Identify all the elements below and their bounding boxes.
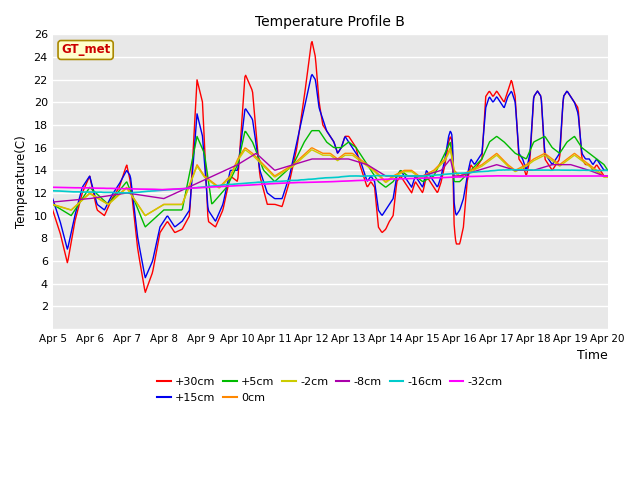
+30cm — [202, 180, 210, 186]
-16cm — [49, 188, 56, 193]
+30cm — [415, 185, 423, 191]
+30cm — [604, 173, 612, 179]
+15cm — [141, 275, 149, 280]
-32cm — [202, 184, 210, 190]
-8cm — [202, 177, 209, 182]
Y-axis label: Temperature(C): Temperature(C) — [15, 135, 28, 228]
Legend: +30cm, +15cm, +5cm, 0cm, -2cm, -8cm, -16cm, -32cm: +30cm, +15cm, +5cm, 0cm, -2cm, -8cm, -16… — [153, 373, 508, 407]
Line: -2cm: -2cm — [52, 150, 608, 216]
-2cm — [59, 205, 67, 211]
Text: GT_met: GT_met — [61, 44, 110, 57]
-2cm — [415, 174, 423, 180]
-16cm — [415, 173, 422, 179]
-8cm — [49, 199, 56, 205]
+30cm — [116, 183, 124, 189]
-32cm — [415, 175, 422, 181]
+5cm — [173, 207, 181, 213]
0cm — [308, 145, 316, 151]
-32cm — [59, 185, 67, 191]
-16cm — [399, 173, 406, 179]
+30cm — [399, 177, 407, 183]
Line: -16cm: -16cm — [52, 170, 608, 193]
+15cm — [173, 222, 181, 228]
-2cm — [202, 176, 210, 181]
-32cm — [49, 184, 56, 190]
-8cm — [253, 151, 260, 156]
0cm — [59, 204, 67, 210]
+5cm — [308, 128, 316, 133]
-16cm — [59, 189, 67, 194]
-8cm — [116, 191, 124, 197]
+5cm — [49, 202, 56, 207]
-2cm — [141, 213, 149, 218]
+5cm — [604, 168, 612, 173]
-16cm — [522, 167, 529, 173]
-2cm — [604, 174, 612, 180]
-16cm — [116, 190, 124, 196]
-2cm — [116, 192, 124, 197]
-16cm — [173, 186, 181, 192]
+5cm — [141, 224, 149, 230]
-32cm — [497, 173, 505, 179]
-32cm — [173, 186, 181, 192]
0cm — [116, 191, 124, 196]
0cm — [141, 213, 149, 218]
+30cm — [173, 229, 181, 235]
Title: Temperature Profile B: Temperature Profile B — [255, 15, 405, 29]
-16cm — [604, 168, 612, 173]
+15cm — [415, 180, 423, 185]
-2cm — [399, 169, 407, 175]
+5cm — [202, 164, 210, 169]
+15cm — [59, 228, 67, 234]
X-axis label: Time: Time — [577, 349, 608, 362]
-2cm — [49, 202, 56, 207]
-8cm — [59, 198, 67, 204]
-8cm — [415, 173, 422, 179]
Line: 0cm: 0cm — [52, 148, 608, 216]
+15cm — [604, 168, 612, 173]
+15cm — [399, 171, 407, 177]
0cm — [202, 175, 210, 180]
-32cm — [399, 176, 406, 182]
-8cm — [604, 173, 612, 179]
+15cm — [49, 196, 56, 202]
+15cm — [308, 72, 316, 77]
-2cm — [173, 202, 181, 207]
Line: -32cm: -32cm — [52, 176, 608, 190]
0cm — [173, 202, 181, 207]
+15cm — [116, 180, 124, 186]
-2cm — [308, 147, 316, 153]
+30cm — [308, 39, 316, 45]
0cm — [604, 173, 612, 179]
+30cm — [49, 207, 56, 213]
Line: +15cm: +15cm — [52, 74, 608, 277]
-32cm — [116, 186, 124, 192]
-16cm — [202, 184, 210, 190]
-32cm — [604, 173, 612, 179]
+5cm — [399, 169, 407, 175]
+30cm — [59, 240, 67, 246]
0cm — [49, 202, 56, 207]
+15cm — [202, 183, 210, 189]
Line: +30cm: +30cm — [52, 42, 608, 292]
+5cm — [116, 187, 124, 193]
Line: -8cm: -8cm — [52, 154, 608, 202]
+5cm — [415, 176, 423, 182]
0cm — [415, 173, 423, 179]
0cm — [399, 168, 407, 174]
-16cm — [123, 190, 131, 196]
+5cm — [59, 207, 67, 213]
+30cm — [141, 289, 149, 295]
-8cm — [399, 173, 406, 179]
-32cm — [159, 187, 166, 192]
-8cm — [172, 190, 180, 196]
Line: +5cm: +5cm — [52, 131, 608, 227]
